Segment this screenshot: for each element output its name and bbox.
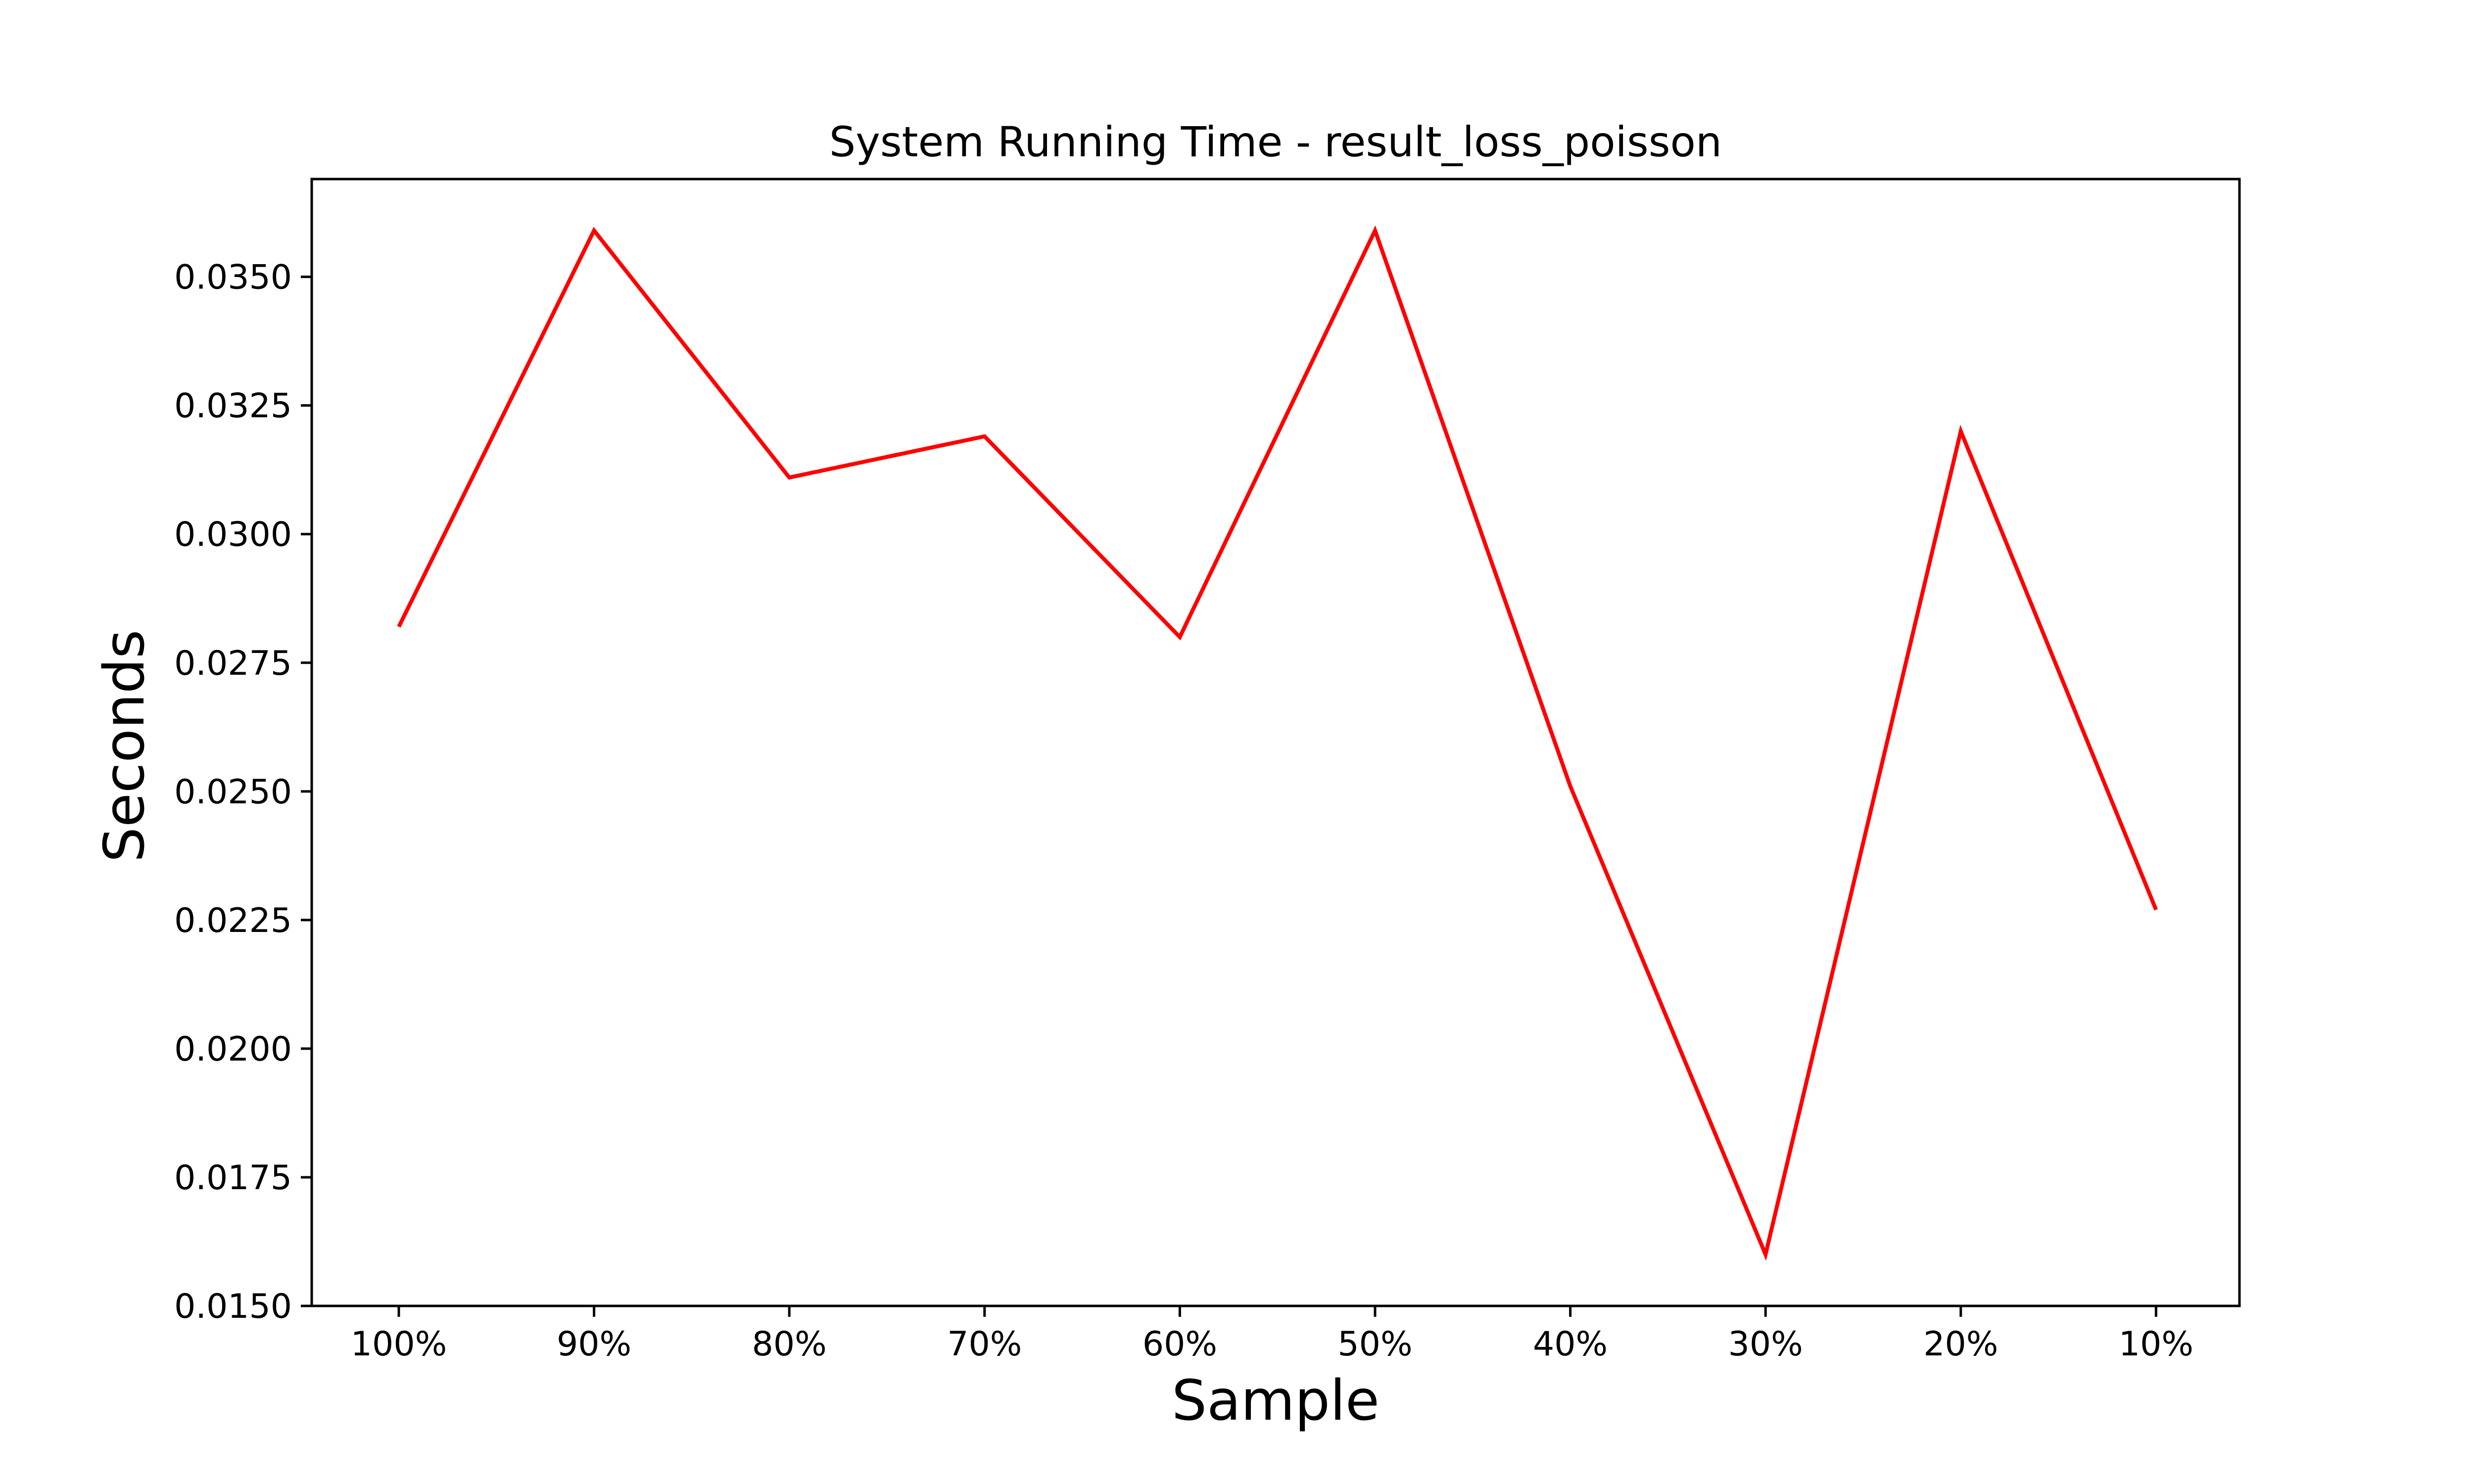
- series-line: [397, 225, 2158, 1261]
- x-tick-label: 90%: [557, 1325, 631, 1364]
- x-tick-label: 30%: [1728, 1325, 1803, 1364]
- y-tick-label: 0.0275: [174, 644, 292, 683]
- y-tick-label: 0.0200: [174, 1030, 292, 1069]
- y-tick-label: 0.0325: [174, 387, 292, 426]
- x-tick-label: 20%: [1923, 1325, 1998, 1364]
- y-tick-label: 0.0250: [174, 773, 292, 812]
- x-tick-label: 100%: [351, 1325, 447, 1364]
- x-tick-label: 80%: [752, 1325, 827, 1364]
- y-axis-label: Seconds: [93, 630, 157, 863]
- x-tick-label: 40%: [1533, 1325, 1608, 1364]
- y-tick-label: 0.0350: [174, 258, 292, 297]
- plot-frame: [310, 178, 2241, 1307]
- series-layer: [397, 225, 2158, 1261]
- y-tick-label: 0.0225: [174, 901, 292, 940]
- y-tick-label: 0.0175: [174, 1159, 292, 1198]
- x-axis: 100% 90% 80% 70% 60% 50% 40% 30% 20% 10%: [351, 1306, 2193, 1364]
- x-tick-label: 10%: [2119, 1325, 2193, 1364]
- y-axis: 0.0150 0.0175 0.0200 0.0225 0.0250 0.0275 0.03…: [174, 258, 312, 1326]
- x-tick-label: 50%: [1337, 1325, 1412, 1364]
- y-tick-label: 0.0300: [174, 515, 292, 555]
- x-axis-label: Sample: [1172, 1369, 1380, 1433]
- y-tick-label: 0.0150: [174, 1287, 292, 1326]
- x-tick-label: 60%: [1142, 1325, 1217, 1364]
- chart-title: System Running Time - result_loss_poisso…: [829, 118, 1722, 166]
- x-tick-label: 70%: [947, 1325, 1022, 1364]
